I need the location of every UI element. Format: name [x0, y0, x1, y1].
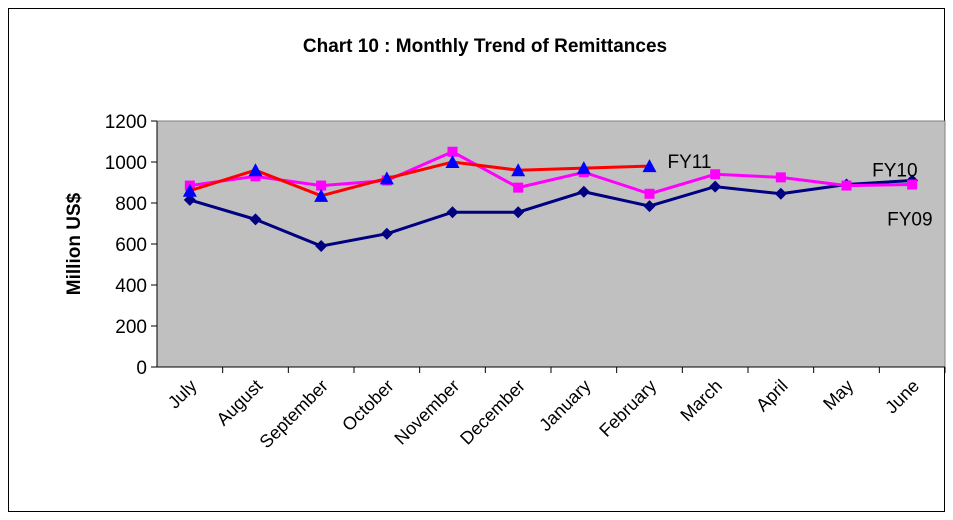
- point-marker: [511, 163, 526, 177]
- point-marker: [249, 213, 262, 226]
- point-marker: [447, 146, 458, 157]
- point-marker: [907, 179, 918, 190]
- series-label: FY09: [887, 209, 932, 230]
- point-marker: [445, 155, 460, 168]
- point-marker: [710, 169, 721, 180]
- series-line: [189, 160, 650, 198]
- point-marker: [775, 172, 786, 183]
- point-marker: [380, 227, 393, 240]
- y-axis-label: Million US$: [64, 192, 85, 295]
- y-tick-label: 1200: [105, 112, 147, 133]
- point-marker: [709, 180, 722, 193]
- point-marker: [513, 182, 524, 193]
- point-marker: [577, 185, 590, 198]
- point-marker: [774, 187, 787, 200]
- y-tick-label: 400: [115, 276, 147, 297]
- point-marker: [314, 188, 329, 202]
- y-tick-label: 1000: [105, 153, 147, 174]
- chart-title: Chart 10 : Monthly Trend of Remittances: [303, 36, 667, 57]
- point-marker: [316, 180, 327, 191]
- y-tick-label: 0: [136, 358, 147, 379]
- point-marker: [643, 200, 656, 213]
- point-marker: [642, 159, 657, 173]
- point-marker: [183, 193, 196, 206]
- point-marker: [841, 180, 852, 191]
- point-marker: [250, 171, 261, 182]
- y-tick-label: 600: [115, 235, 147, 256]
- plot-area: [156, 120, 946, 368]
- series-label: FY10: [872, 161, 917, 182]
- point-marker: [379, 171, 394, 185]
- point-marker: [182, 183, 197, 197]
- point-marker: [248, 163, 263, 177]
- point-marker: [512, 206, 525, 219]
- series-line: [189, 178, 913, 248]
- point-marker: [446, 206, 459, 219]
- series-line: [189, 150, 913, 196]
- point-marker: [644, 188, 655, 199]
- series-label: FY11: [668, 152, 712, 173]
- point-marker: [576, 161, 591, 175]
- point-marker: [315, 240, 328, 253]
- y-tick-label: 800: [115, 194, 147, 215]
- y-tick-label: 200: [115, 317, 147, 338]
